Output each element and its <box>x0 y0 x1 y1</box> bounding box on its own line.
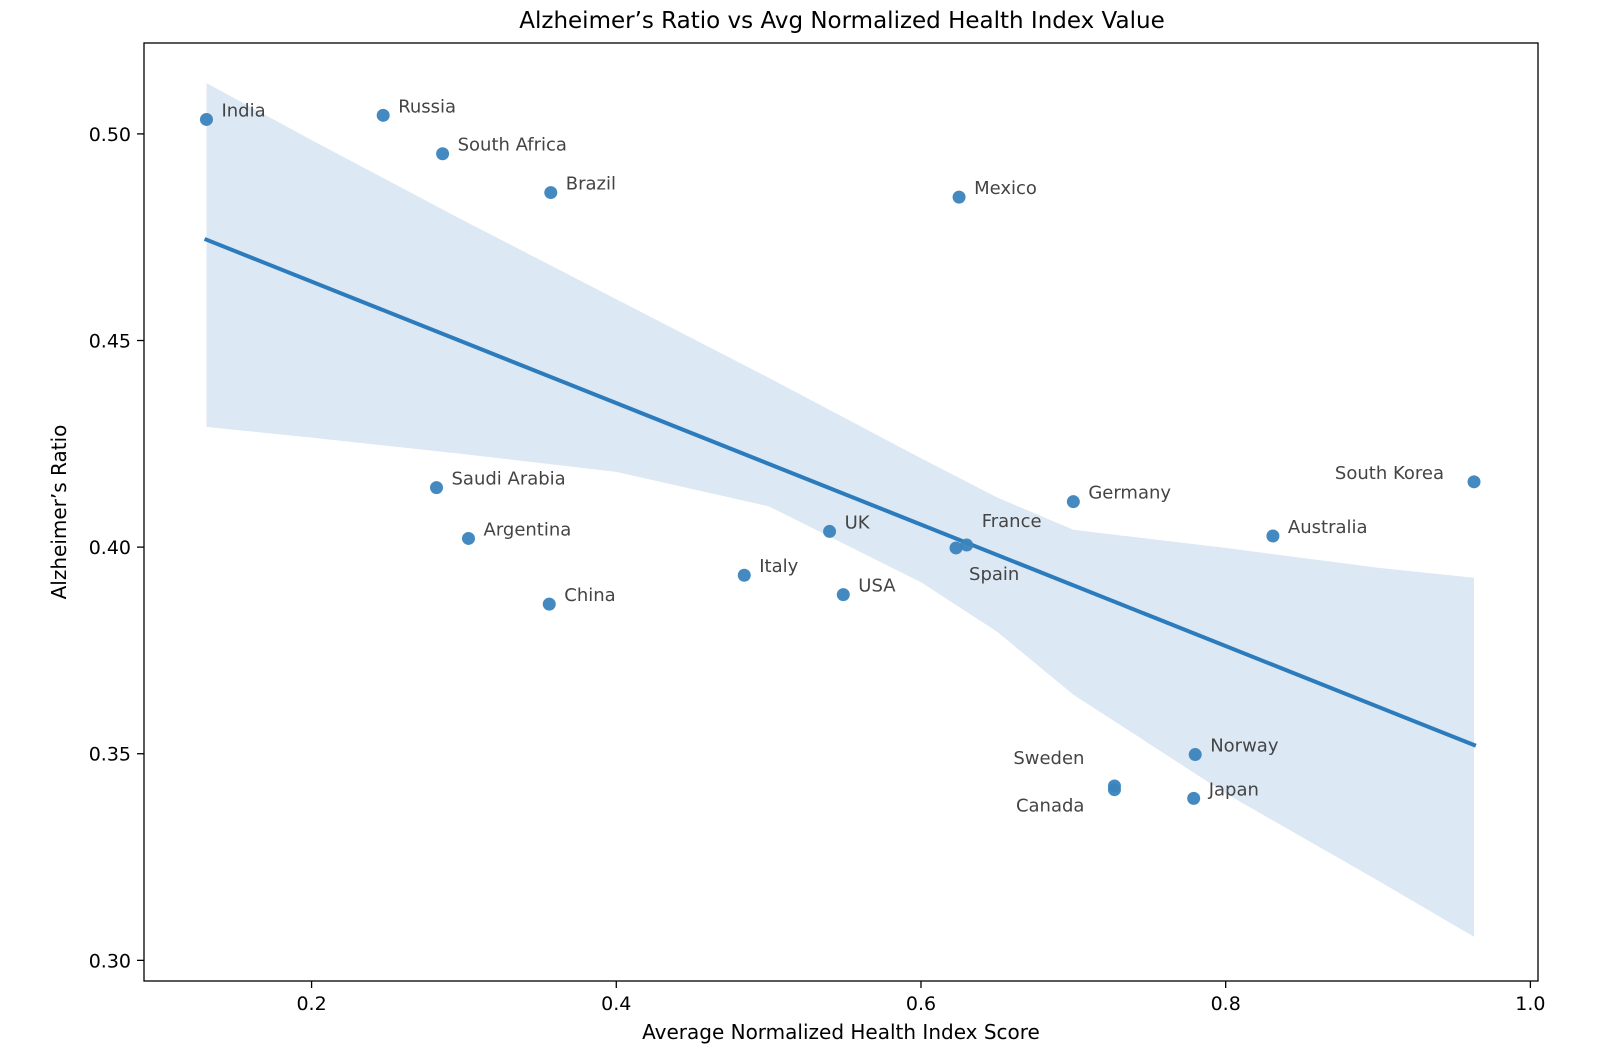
data-point <box>376 108 390 122</box>
data-point <box>836 588 850 602</box>
point-label: South Korea <box>1335 463 1444 484</box>
data-point <box>199 112 213 126</box>
point-label: India <box>221 100 265 121</box>
point-label: France <box>982 511 1042 532</box>
confidence-band <box>206 83 1474 937</box>
x-tick-label: 0.6 <box>906 993 936 1015</box>
x-tick-label: 0.2 <box>296 993 326 1015</box>
y-tick-label: 0.35 <box>89 744 131 766</box>
data-point <box>1066 495 1080 509</box>
point-label: South Africa <box>458 135 567 156</box>
x-tick-label: 1.0 <box>1515 993 1545 1015</box>
data-point <box>823 524 837 538</box>
y-axis-label: Alzheimer’s Ratio <box>47 425 71 600</box>
data-point <box>952 190 966 204</box>
data-point <box>737 568 751 582</box>
data-point <box>1266 529 1280 543</box>
plot-frame <box>143 42 1539 982</box>
point-label: Brazil <box>566 174 616 195</box>
point-label: UK <box>845 512 871 533</box>
data-point <box>960 538 974 552</box>
point-label: Norway <box>1210 736 1279 757</box>
data-point <box>949 541 963 555</box>
data-point <box>1188 748 1202 762</box>
x-axis: 0.2 0.4 0.6 0.8 1.0 <box>296 981 1545 1015</box>
data-point <box>1467 475 1481 489</box>
point-label: Argentina <box>484 519 572 540</box>
chart-title: Alzheimer’s Ratio vs Avg Normalized Heal… <box>519 8 1164 34</box>
point-label: Mexico <box>974 178 1037 199</box>
point-label: Germany <box>1088 483 1171 504</box>
data-point <box>436 147 450 161</box>
regression-line <box>203 237 1477 748</box>
point-label: Italy <box>759 556 798 577</box>
y-tick-label: 0.40 <box>89 537 131 559</box>
x-axis-label: Average Normalized Health Index Score <box>642 1020 1040 1044</box>
point-label: Saudi Arabia <box>452 469 566 490</box>
point-label: Japan <box>1208 779 1259 800</box>
data-point <box>1107 783 1121 797</box>
y-tick-label: 0.30 <box>89 950 131 972</box>
x-tick-label: 0.8 <box>1211 993 1241 1015</box>
point-label: Sweden <box>1013 748 1084 769</box>
y-axis: 0.30 0.35 0.40 0.45 0.50 <box>89 124 144 972</box>
data-point <box>462 531 476 545</box>
data-point <box>544 186 558 200</box>
y-tick-label: 0.45 <box>89 331 131 353</box>
point-label: Spain <box>969 564 1019 585</box>
point-label: Australia <box>1288 517 1368 538</box>
point-label: Canada <box>1016 796 1085 817</box>
data-point <box>430 481 444 495</box>
point-label: USA <box>858 576 896 597</box>
x-tick-label: 0.4 <box>601 993 631 1015</box>
y-tick-label: 0.50 <box>89 124 131 146</box>
data-point <box>1187 791 1201 805</box>
point-label: Russia <box>398 96 456 117</box>
data-point <box>542 597 556 611</box>
point-label: China <box>564 585 615 606</box>
